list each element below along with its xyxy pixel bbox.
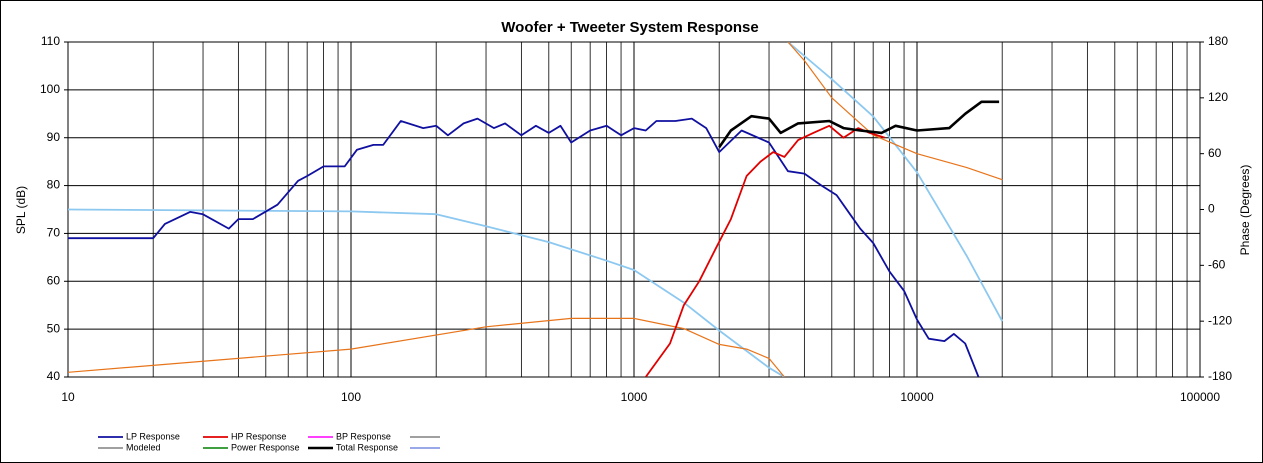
series-group: [68, 42, 1003, 377]
series-line: [68, 42, 1003, 377]
series-line: [68, 117, 980, 377]
chart-title: Woofer + Tweeter System Response: [501, 19, 758, 36]
legend-label: LP Response: [126, 431, 180, 441]
series-line: [68, 42, 1003, 377]
y-tick-label: 40: [47, 369, 61, 383]
series-line: [644, 124, 886, 377]
y2-tick-label: -180: [1208, 369, 1232, 383]
series-line: [718, 100, 1000, 149]
legend-label: Power Response: [231, 442, 300, 452]
y-tick-label: 50: [47, 321, 61, 335]
legend-label: HP Response: [231, 431, 286, 441]
legend-label: Modeled: [126, 442, 161, 452]
y2-tick-label: 180: [1208, 34, 1228, 48]
y-tick-label: 90: [47, 130, 61, 144]
x-tick-label: 10: [61, 390, 75, 404]
y-tick-label: 100: [40, 82, 60, 96]
y2-tick-label: -120: [1208, 313, 1232, 327]
x-tick-label: 100000: [1180, 390, 1220, 404]
x-tick-label: 10000: [900, 390, 934, 404]
y-tick-label: 60: [47, 273, 61, 287]
y-tick-label: 110: [41, 34, 60, 48]
y2-tick-label: -60: [1208, 258, 1226, 272]
y-tick-label: 70: [47, 226, 61, 240]
y-axis-label: SPL (dB): [14, 186, 28, 234]
y2-tick-label: 60: [1208, 146, 1222, 160]
x-tick-label: 1000: [621, 390, 648, 404]
y-tick-label: 80: [47, 178, 61, 192]
x-tick-label: 100: [341, 390, 361, 404]
legend-label: BP Response: [336, 431, 391, 441]
y2-tick-label: 0: [1208, 202, 1215, 216]
y2-tick-label: 120: [1208, 90, 1228, 104]
legend-label: Total Response: [336, 442, 398, 452]
y2-axis-label: Phase (Degrees): [1238, 165, 1252, 256]
